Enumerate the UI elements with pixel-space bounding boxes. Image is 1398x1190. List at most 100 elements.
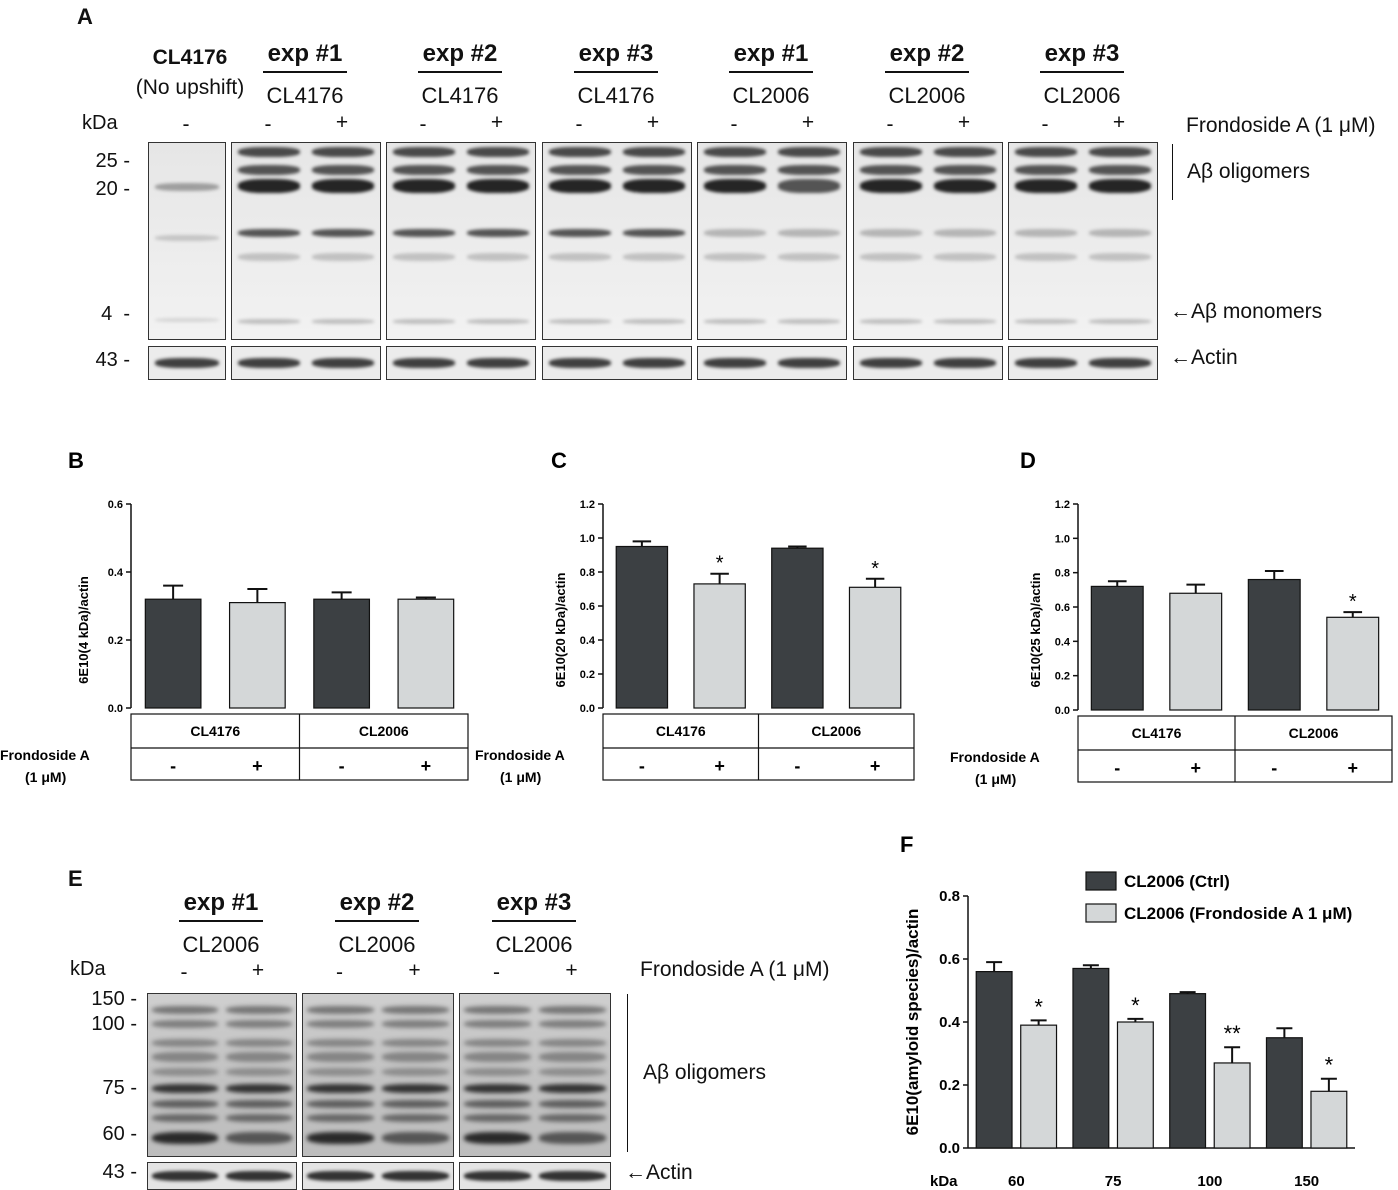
- protein-band: [539, 1020, 606, 1028]
- bar: [228, 602, 286, 709]
- protein-band: [152, 1052, 218, 1062]
- marker-43kda: 43 -: [95, 349, 130, 371]
- treatment-sign: -: [639, 756, 645, 776]
- y-tick-label: 0.4: [580, 635, 596, 647]
- protein-band: [778, 253, 840, 261]
- protein-band: [467, 229, 529, 237]
- actin-band: [238, 358, 300, 368]
- panel-f-label: F: [900, 832, 913, 857]
- protein-band: [226, 1052, 292, 1062]
- group-4-strain: CL2006: [732, 83, 810, 108]
- bar-ctrl: [1265, 1037, 1303, 1149]
- y-tick-label: 1.2: [580, 499, 595, 511]
- protein-band: [860, 165, 922, 175]
- treatment-sign: +: [714, 756, 725, 776]
- protein-band: [623, 253, 685, 261]
- blot-a-4: [697, 142, 847, 340]
- e-group-1-plus: +: [251, 959, 265, 982]
- bar-treated: [1213, 1062, 1251, 1149]
- marker-43kda-e: 43 -: [102, 1161, 137, 1183]
- protein-band: [778, 147, 840, 157]
- marker-20kda: 20 -: [95, 178, 130, 200]
- actin-band: [704, 358, 766, 368]
- blot-a-1: [231, 142, 381, 340]
- protein-band: [155, 318, 219, 322]
- actin-blot-a-6: [1008, 346, 1158, 380]
- oligomer-bracket-e: [627, 994, 628, 1152]
- treatment-sign: -: [339, 756, 345, 776]
- significance-marker: *: [1325, 1053, 1334, 1078]
- actin-band: [382, 1171, 449, 1181]
- x-tick-label: 150: [1294, 1173, 1319, 1190]
- x-tick-label: 100: [1197, 1173, 1222, 1190]
- actin-band: [539, 1171, 606, 1181]
- group-2-underline: [418, 71, 502, 73]
- protein-band: [152, 1020, 218, 1028]
- significance-marker: *: [716, 553, 724, 575]
- treatment-row-unit: (1 μM): [975, 771, 1016, 787]
- protein-band: [307, 1052, 374, 1062]
- e-group-1-strain: CL2006: [182, 932, 260, 957]
- protein-band: [464, 1100, 531, 1108]
- y-tick-label: 0.2: [108, 635, 123, 647]
- actin-band: [778, 358, 840, 368]
- protein-band: [464, 1039, 531, 1047]
- e-group-3-strain: CL2006: [495, 932, 573, 957]
- group-6-minus: -: [1041, 113, 1049, 136]
- marker-60kda: 60 -: [102, 1123, 137, 1145]
- protein-band: [382, 1052, 449, 1062]
- group-6-plus: +: [1112, 111, 1126, 134]
- protein-band: [238, 179, 300, 193]
- treatment-sign: -: [794, 756, 800, 776]
- treatment-row-unit: (1 μM): [500, 769, 541, 785]
- protein-band: [393, 319, 455, 324]
- group-4-minus: -: [730, 113, 738, 136]
- protein-band: [704, 253, 766, 261]
- strain-label: CL4176: [190, 723, 240, 739]
- protein-band: [778, 179, 840, 193]
- protein-band: [464, 1068, 531, 1076]
- protein-band: [1089, 179, 1151, 193]
- protein-band: [393, 165, 455, 175]
- protein-band: [238, 253, 300, 261]
- protein-band: [393, 253, 455, 261]
- bar-ctrl: [975, 970, 1013, 1149]
- protein-band: [539, 1052, 606, 1062]
- protein-band: [464, 1052, 531, 1062]
- e-group-1-underline: [179, 920, 263, 922]
- protein-band: [704, 319, 766, 324]
- group-6-exp-title: exp #3: [1044, 40, 1120, 67]
- protein-band: [1089, 319, 1151, 324]
- group-5-underline: [885, 71, 969, 73]
- protein-band: [1015, 229, 1077, 237]
- protein-band: [623, 147, 685, 157]
- y-tick-label: 0.2: [939, 1077, 960, 1094]
- protein-band: [934, 179, 996, 193]
- protein-band: [226, 1039, 292, 1047]
- protein-band: [226, 1068, 292, 1076]
- group-1-underline: [263, 71, 347, 73]
- protein-band: [464, 1084, 531, 1093]
- y-tick-label: 0.4: [108, 567, 124, 579]
- group-1-strain: CL4176: [266, 83, 344, 108]
- protein-band: [238, 165, 300, 175]
- significance-marker: *: [1034, 994, 1043, 1019]
- treatment-sign: -: [170, 756, 176, 776]
- treatment-label: Frondoside A (1 μM): [1186, 114, 1376, 137]
- protein-band: [539, 1068, 606, 1076]
- protein-band: [226, 1020, 292, 1028]
- group-6-underline: [1040, 71, 1124, 73]
- treatment-row-label: Frondoside A: [475, 747, 565, 763]
- actin-band: [226, 1171, 292, 1181]
- group-3-plus: +: [646, 111, 660, 134]
- bar: [771, 547, 824, 709]
- y-tick-label: 0.2: [580, 669, 595, 681]
- bar: [848, 586, 902, 709]
- y-tick-label: 0.0: [1055, 705, 1070, 717]
- strain-label: CL2006: [359, 723, 409, 739]
- group-3-strain: CL4176: [577, 83, 655, 108]
- blot-e-0: [147, 993, 297, 1157]
- protein-band: [226, 1132, 292, 1144]
- protein-band: [307, 1084, 374, 1093]
- significance-marker: *: [871, 558, 879, 580]
